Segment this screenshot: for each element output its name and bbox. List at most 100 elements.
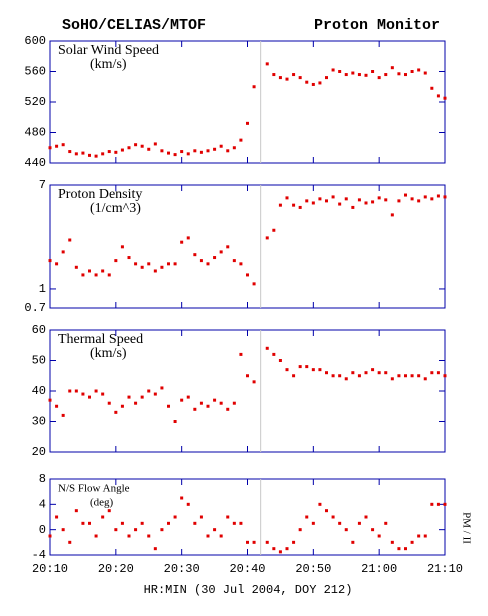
point: [357, 198, 361, 202]
point: [199, 150, 203, 154]
point: [127, 256, 131, 260]
y-tick-label: 50: [32, 354, 46, 368]
point: [107, 273, 111, 277]
point: [167, 521, 170, 525]
point: [338, 521, 342, 525]
point: [417, 68, 421, 72]
point: [430, 197, 434, 201]
point: [351, 205, 355, 209]
point: [410, 70, 414, 73]
point: [199, 259, 203, 263]
point: [88, 395, 91, 399]
point: [384, 198, 388, 202]
point: [404, 193, 407, 197]
point: [436, 194, 440, 198]
point: [81, 521, 85, 525]
point: [160, 386, 164, 390]
point: [55, 262, 59, 266]
point: [404, 547, 407, 551]
point: [371, 368, 375, 372]
point: [147, 262, 151, 266]
y-tick-label: 20: [32, 445, 46, 459]
point: [167, 404, 170, 408]
point: [114, 259, 118, 263]
point: [134, 143, 138, 147]
point: [140, 265, 144, 269]
point: [114, 528, 118, 532]
point: [186, 236, 190, 240]
point: [265, 540, 269, 544]
point: [94, 534, 98, 538]
point: [364, 515, 368, 519]
point: [423, 71, 427, 75]
point: [246, 540, 249, 544]
point: [298, 365, 302, 369]
point: [206, 262, 210, 266]
y-tick-label: 8: [39, 472, 46, 486]
point: [351, 371, 355, 375]
point: [68, 540, 72, 544]
point: [199, 401, 203, 405]
point: [351, 540, 355, 544]
point: [213, 528, 217, 532]
point: [390, 377, 394, 381]
point: [371, 528, 375, 532]
y-tick-label: 30: [32, 415, 46, 429]
x-tick-label: 20:50: [295, 562, 331, 576]
point: [232, 146, 236, 150]
y-tick-label: 0.7: [24, 301, 46, 315]
point: [325, 76, 328, 80]
point: [384, 371, 388, 375]
point: [48, 398, 52, 402]
point: [351, 71, 355, 75]
point: [404, 374, 407, 378]
y-tick-label: 60: [32, 323, 46, 337]
y-tick-label: -4: [32, 548, 46, 562]
panel-units: (deg): [90, 497, 114, 509]
point: [417, 199, 421, 203]
point: [265, 62, 269, 66]
point: [68, 389, 72, 393]
point: [285, 196, 289, 200]
point: [153, 269, 157, 273]
point: [180, 496, 184, 500]
point: [55, 404, 59, 408]
point: [252, 282, 256, 286]
point: [173, 262, 177, 266]
point: [68, 150, 72, 154]
point: [127, 146, 131, 150]
point: [232, 401, 236, 405]
point: [61, 528, 65, 532]
panel-title: N/S Flow Angle: [58, 483, 130, 495]
point: [331, 515, 335, 519]
point: [285, 77, 289, 81]
point: [120, 521, 124, 525]
point: [423, 195, 427, 199]
point: [74, 152, 78, 156]
point: [265, 236, 269, 240]
point: [186, 395, 190, 399]
point: [193, 407, 197, 411]
point: [397, 547, 401, 551]
point: [219, 250, 223, 254]
point: [239, 262, 243, 266]
point: [94, 273, 98, 277]
point: [101, 269, 105, 273]
point: [318, 81, 322, 85]
point: [219, 534, 223, 538]
point: [298, 528, 302, 532]
point: [127, 395, 131, 399]
point: [410, 197, 414, 201]
point: [357, 374, 361, 378]
point: [410, 374, 414, 378]
y-tick-label: 7: [39, 178, 46, 192]
point: [305, 515, 309, 519]
point: [285, 368, 289, 372]
y-tick-label: 480: [24, 126, 46, 140]
point: [325, 509, 328, 513]
point: [338, 70, 342, 73]
point: [371, 70, 375, 73]
point: [120, 148, 124, 152]
point: [140, 521, 144, 525]
point: [180, 398, 184, 402]
